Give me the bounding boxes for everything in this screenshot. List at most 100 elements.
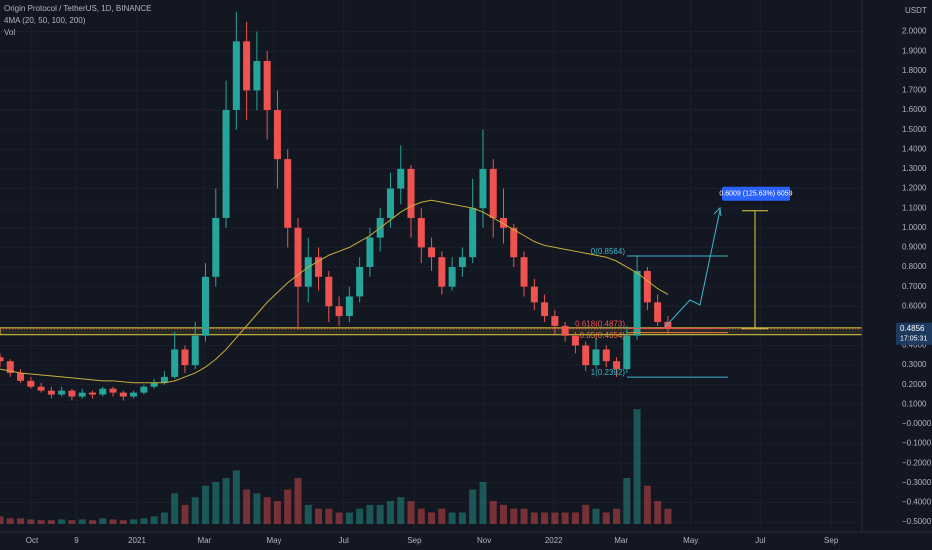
volume-bar — [37, 520, 45, 524]
candle-body — [633, 270, 641, 336]
volume-bar — [510, 508, 518, 524]
fib-label: 1(0.2392) — [591, 368, 626, 377]
candle-body — [222, 110, 230, 218]
candle-body — [499, 217, 507, 228]
candle-body — [181, 349, 189, 366]
candle-body — [530, 286, 538, 303]
candle-body — [643, 270, 651, 303]
candle-body — [78, 392, 86, 397]
volume-bar — [171, 493, 179, 524]
candle-body — [304, 257, 312, 287]
candle-body — [191, 335, 199, 366]
x-tick-label: May — [683, 536, 698, 545]
candle-body — [232, 41, 240, 111]
volume-bar — [191, 497, 199, 524]
volume-bar — [243, 489, 251, 524]
candle-body — [407, 168, 415, 218]
volume-bar — [407, 501, 415, 524]
volume-bar — [448, 512, 456, 524]
candle-body — [68, 390, 76, 397]
volume-bar — [27, 519, 35, 524]
volume-bar — [99, 518, 107, 524]
volume-bar — [17, 518, 25, 524]
x-tick-label: Nov — [477, 536, 491, 545]
candle-body — [592, 349, 600, 366]
volume-bar — [428, 512, 436, 524]
volume-bar — [253, 493, 261, 524]
candle-body — [109, 388, 117, 393]
volume-bar — [654, 501, 662, 524]
volume-bar — [47, 520, 55, 524]
candle-body — [294, 227, 302, 287]
candle-body — [6, 361, 14, 373]
y-tick-label: 1.5000 — [902, 125, 927, 134]
volume-bar — [222, 478, 230, 524]
volume-bar — [643, 485, 651, 524]
volume-bar — [78, 519, 86, 524]
y-tick-label: 0.6000 — [902, 301, 927, 310]
chart-title: Origin Protocol / TetherUS, 1D, BINANCE — [4, 4, 151, 13]
volume-bar — [386, 501, 394, 524]
y-tick-label: −0.2000 — [902, 458, 932, 467]
y-tick-label: 1.1000 — [902, 203, 927, 212]
candle-body — [140, 386, 148, 393]
candle-body — [417, 217, 425, 248]
x-tick-label: May — [266, 536, 281, 545]
y-tick-label: −0.4000 — [902, 498, 932, 507]
volume-bar — [571, 512, 579, 524]
y-tick-label: −0.0000 — [902, 419, 932, 428]
volume-bar — [109, 519, 117, 524]
candle-body — [335, 306, 343, 317]
countdown-label: 17:05:31 — [900, 336, 927, 343]
volume-bar — [479, 481, 487, 524]
candle-body — [541, 302, 549, 317]
volume-bar — [0, 516, 4, 524]
volume-bar — [150, 516, 158, 524]
x-tick-label: Mar — [614, 536, 628, 545]
volume-bar — [315, 508, 323, 524]
candle-body — [366, 237, 374, 268]
candle-body — [613, 361, 621, 370]
candle-body — [602, 349, 610, 362]
volume-bar — [160, 512, 168, 524]
volume-bar — [541, 512, 549, 524]
volume-bar — [582, 504, 590, 524]
candle-body — [664, 321, 672, 329]
volume-bar — [6, 518, 14, 524]
volume-bar — [284, 489, 292, 524]
candle-body — [284, 159, 292, 228]
x-tick-label: Jul — [755, 536, 765, 545]
volume-bar — [212, 481, 220, 524]
x-tick-label: 9 — [74, 536, 79, 545]
y-tick-label: 0.7000 — [902, 282, 927, 291]
y-tick-label: 0.1000 — [902, 399, 927, 408]
volume-bar — [469, 489, 477, 524]
candle-body — [88, 392, 96, 395]
y-tick-label: 0.3000 — [902, 360, 927, 369]
fib-label: 0(0.8564) — [591, 247, 626, 256]
y-tick-label: 1.4000 — [902, 144, 927, 153]
volume-bar — [551, 512, 559, 524]
volume-bar — [345, 512, 353, 524]
candle-body — [243, 41, 251, 91]
candle-body — [458, 257, 466, 268]
candle-body — [263, 60, 271, 111]
volume-bar — [499, 504, 507, 524]
price-tag-label: 0.4856 — [900, 324, 925, 333]
candle-body — [623, 335, 631, 370]
candle-body — [479, 168, 487, 209]
volume-bar — [88, 520, 96, 524]
y-tick-label: 1.2000 — [902, 184, 927, 193]
y-tick-label: 0.9000 — [902, 243, 927, 252]
candle-body — [130, 392, 138, 397]
fib-label: 0.65(0.4654) — [580, 331, 626, 340]
y-tick-label: 1.3000 — [902, 164, 927, 173]
price-tag — [896, 322, 932, 345]
candle-body — [510, 227, 518, 258]
y-tick-label: 0.2000 — [902, 380, 927, 389]
candle-body — [202, 276, 210, 336]
candle-body — [17, 372, 25, 381]
x-tick-label: 2021 — [128, 536, 146, 545]
